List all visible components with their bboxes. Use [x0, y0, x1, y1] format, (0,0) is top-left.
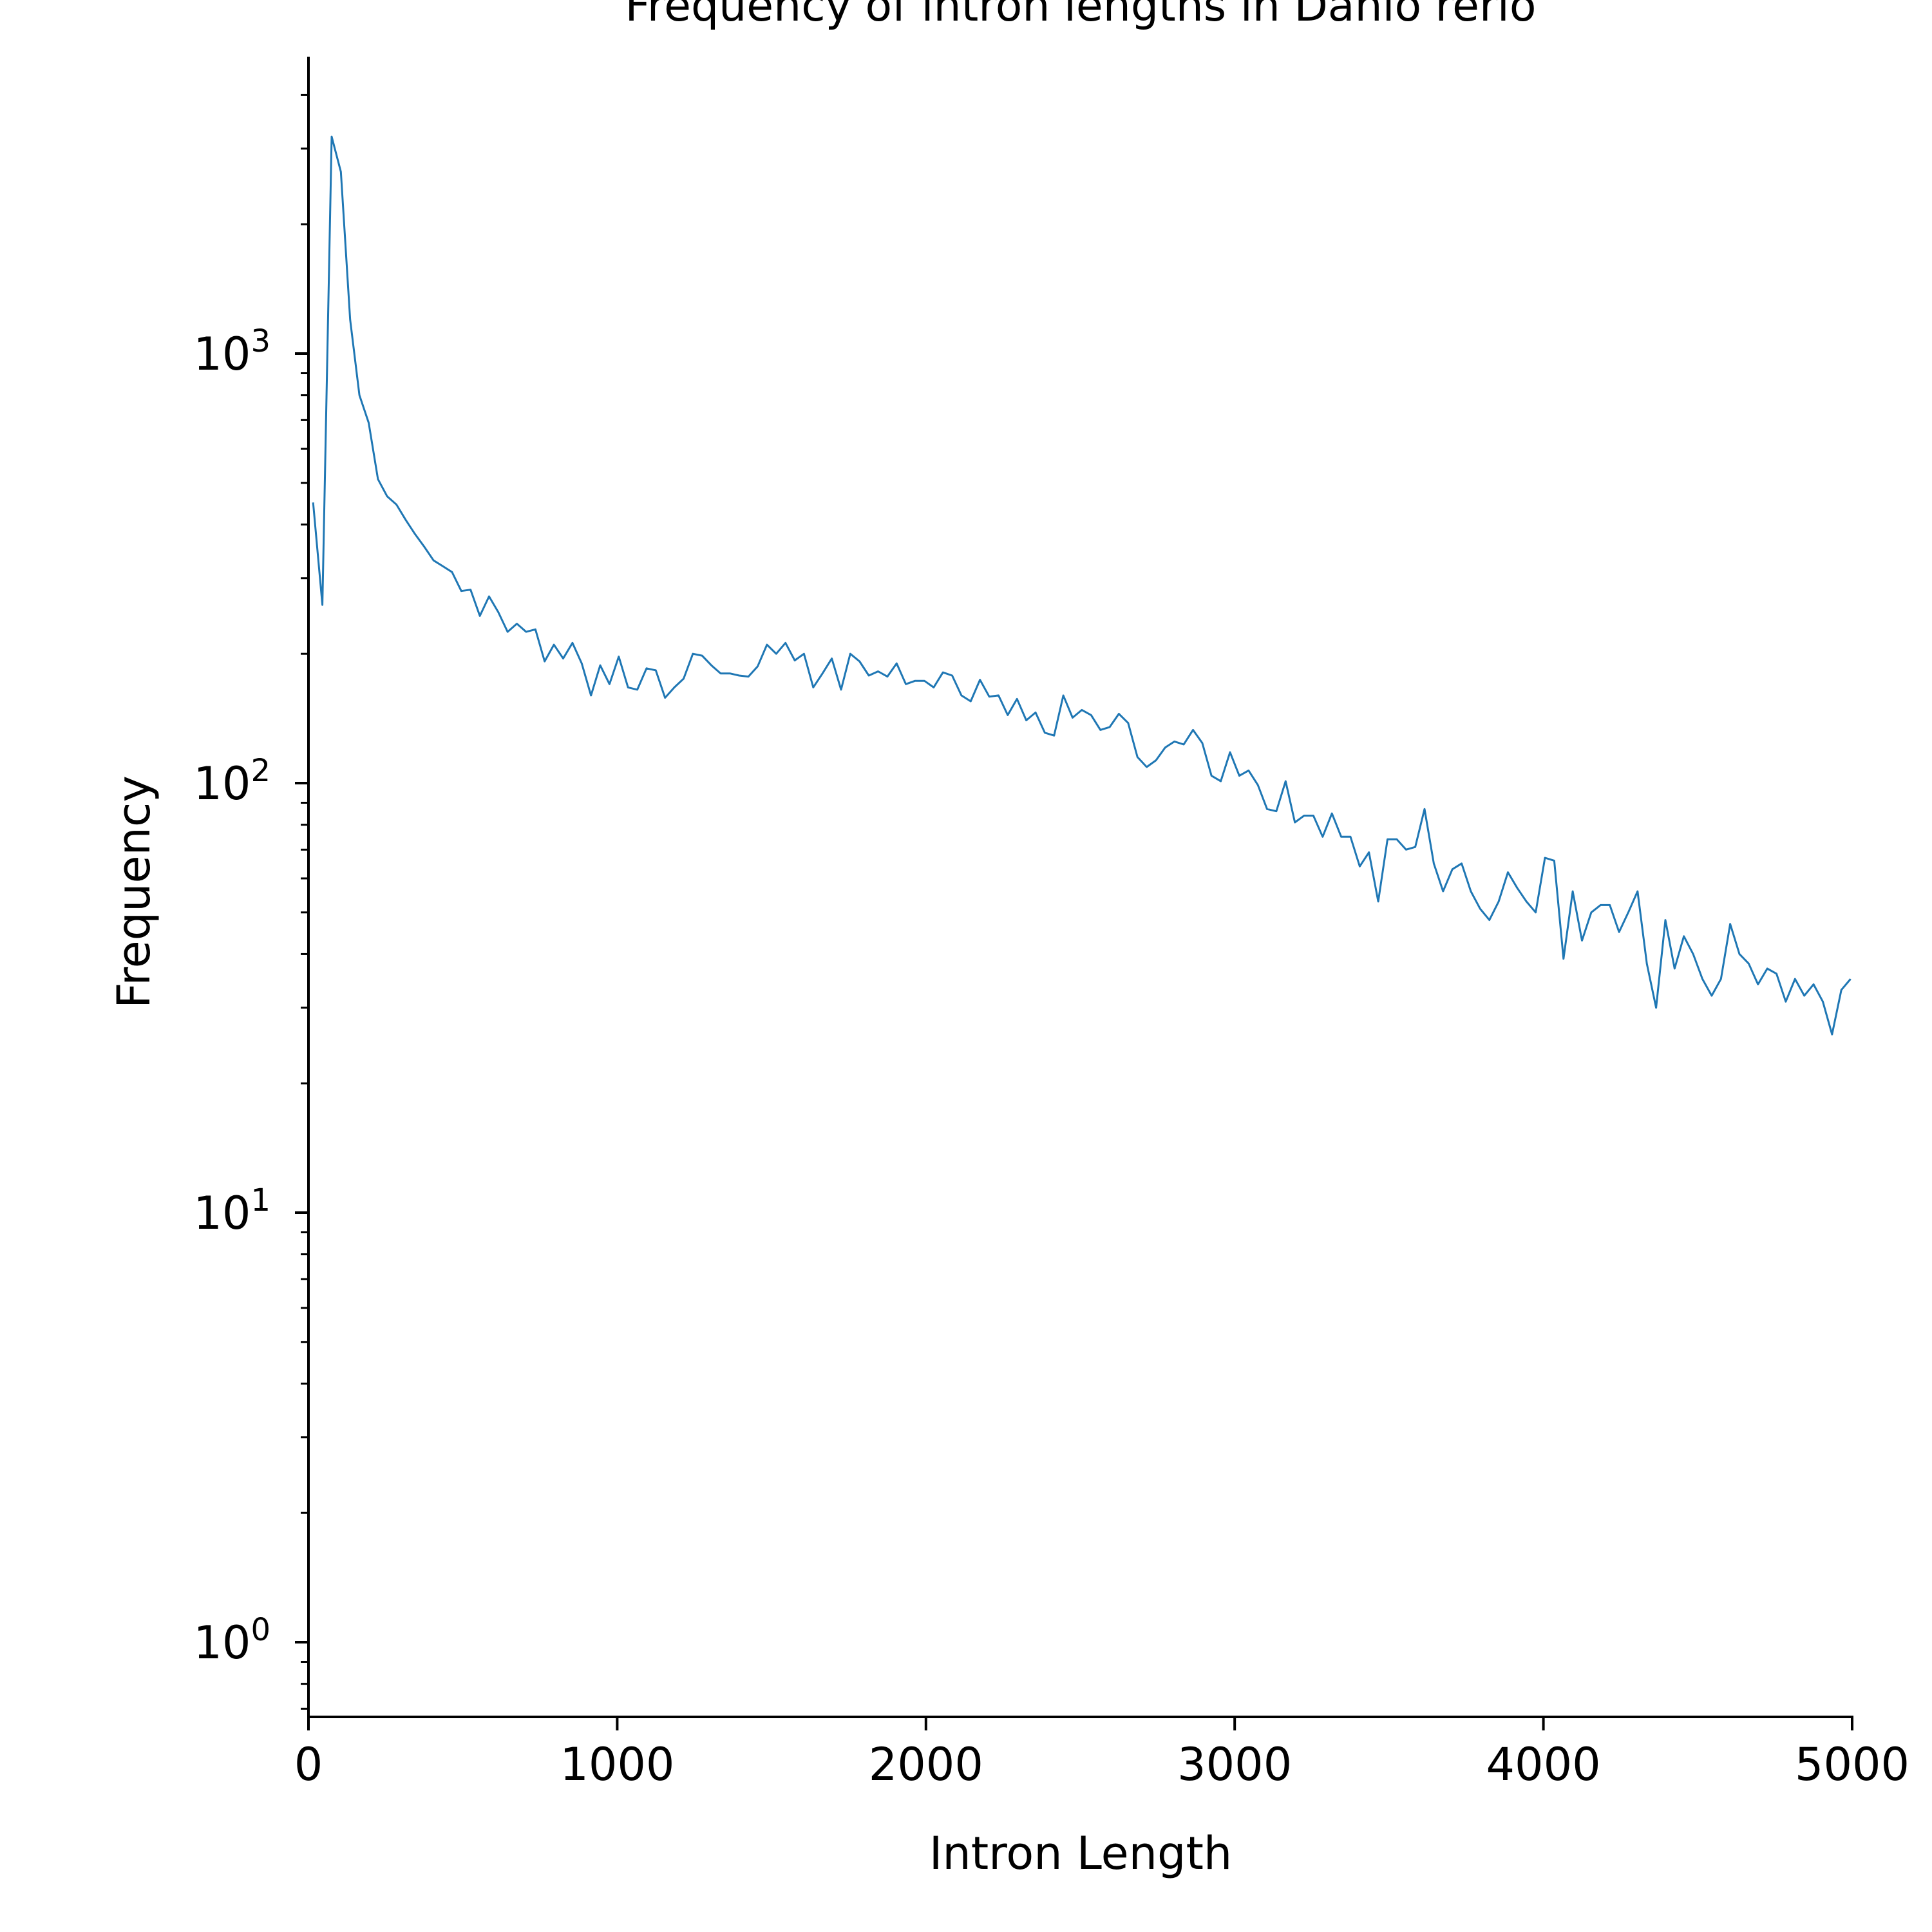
- x-tick-label: 3000: [1177, 1738, 1292, 1791]
- axes: [307, 57, 1853, 1718]
- y-tick-label: 101: [193, 1182, 270, 1240]
- y-tick-label: 102: [193, 753, 270, 810]
- x-tick-label: 5000: [1795, 1738, 1909, 1791]
- series-line-0: [312, 135, 1852, 1036]
- x-ticks: 0 1000 2000 3000 4000 5000: [294, 1717, 1909, 1791]
- y-tick-label: 103: [193, 323, 270, 381]
- plot-area: [312, 135, 1852, 1036]
- x-tick-label: 2000: [869, 1738, 983, 1791]
- y-tick-label: 100: [193, 1612, 270, 1669]
- x-tick-label: 0: [294, 1738, 323, 1791]
- y-ticks: 100 101 102 103: [193, 93, 308, 1710]
- x-tick-label: 4000: [1486, 1738, 1601, 1791]
- x-axis-label: Intron Length: [929, 1827, 1233, 1880]
- chart-title: Frequency of intron lengths in Danio rer…: [625, 0, 1537, 32]
- x-tick-label: 1000: [560, 1738, 674, 1791]
- y-axis-label: Frequency: [108, 775, 160, 1009]
